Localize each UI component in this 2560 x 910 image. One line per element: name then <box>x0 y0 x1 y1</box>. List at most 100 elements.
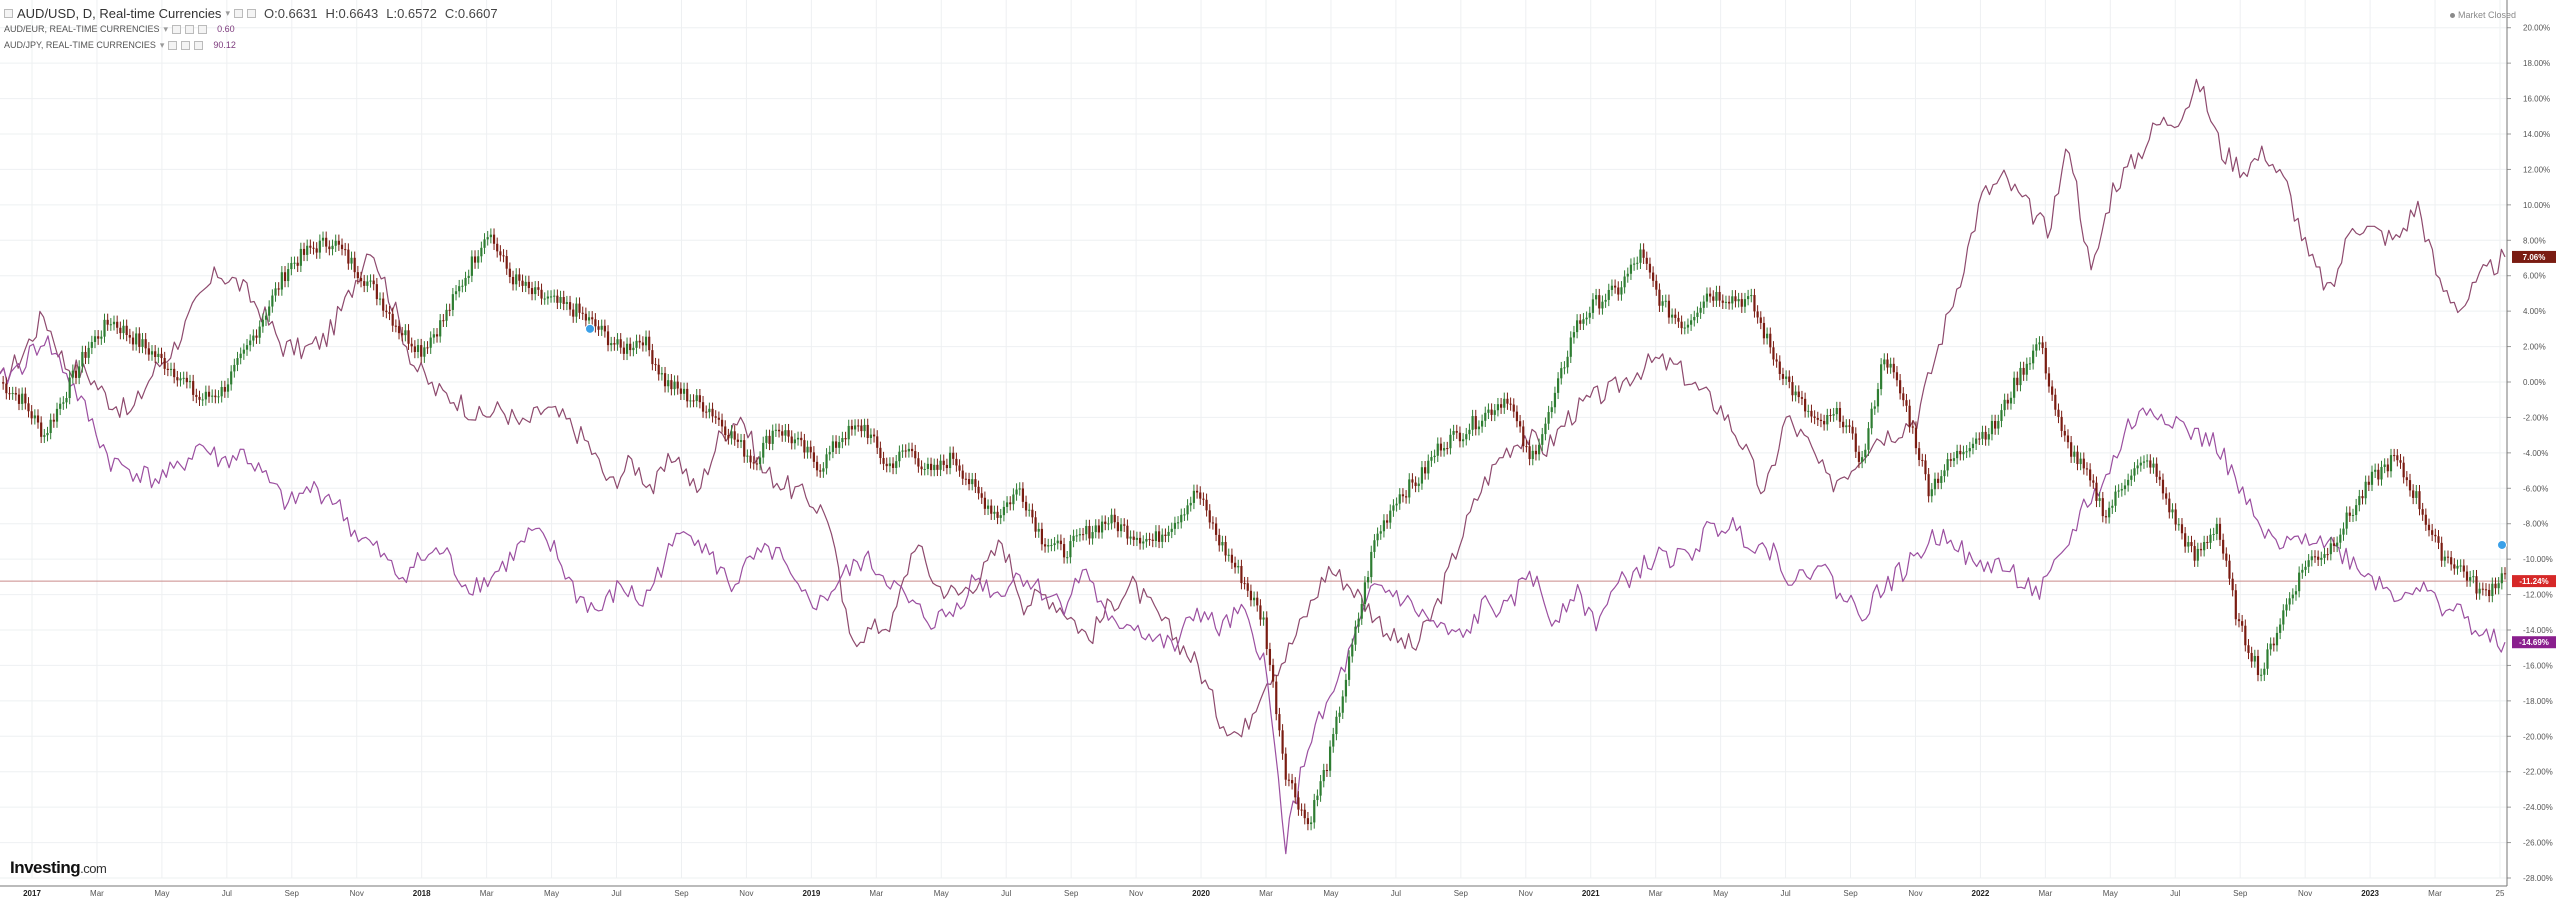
y-tick-label: 14.00% <box>2523 130 2550 139</box>
candle-body <box>1300 809 1303 811</box>
candle-body <box>1050 545 1053 547</box>
candle-body <box>2234 590 2237 620</box>
candle-body <box>43 435 46 437</box>
candle-body <box>635 340 638 348</box>
candle-body <box>1034 517 1037 532</box>
dropdown-caret-icon[interactable]: ▾ <box>163 24 169 34</box>
candle-body <box>2041 342 2044 348</box>
candle-body <box>1629 264 1633 274</box>
candle-body <box>1347 656 1351 680</box>
remove-icon[interactable] <box>246 9 256 18</box>
candle-body <box>939 460 942 470</box>
remove-icon[interactable] <box>194 41 204 50</box>
candle-body <box>1522 426 1525 447</box>
compare-label-aud-jpy[interactable]: AUD/JPY, REAL-TIME CURRENCIES <box>4 40 156 50</box>
candle-body <box>1164 534 1167 536</box>
candle-body <box>65 398 68 403</box>
candle-body <box>1924 460 1927 475</box>
y-tick-label: -6.00% <box>2523 484 2548 493</box>
candle-body <box>46 433 49 436</box>
candle-body <box>1797 391 1800 398</box>
candle-body <box>1943 470 1946 477</box>
candle-body <box>1477 426 1481 430</box>
dropdown-caret-icon[interactable]: ▾ <box>225 8 230 18</box>
candle-body <box>2127 479 2130 486</box>
candle-body <box>739 440 743 442</box>
collapse-legend-icon[interactable] <box>4 9 13 18</box>
candle-body <box>2171 509 2174 513</box>
settings-icon[interactable] <box>181 41 191 50</box>
candle-body <box>1126 525 1129 539</box>
candle-body <box>1411 479 1414 483</box>
candle-body <box>1110 514 1113 524</box>
brand-logo[interactable]: Investing.com <box>10 858 107 878</box>
candle-body <box>1591 299 1595 313</box>
legend-compare-row-aud-eur[interactable]: AUD/EUR, REAL-TIME CURRENCIES ▾ 0.60 <box>4 22 498 37</box>
candle-body <box>1588 312 1591 318</box>
candle-body <box>651 350 654 365</box>
candle-body <box>1826 415 1829 425</box>
compare-label-aud-eur[interactable]: AUD/EUR, REAL-TIME CURRENCIES <box>4 24 160 34</box>
candle-body <box>2114 491 2117 506</box>
candle-body <box>679 388 682 394</box>
remove-icon[interactable] <box>198 25 208 34</box>
candle-body <box>1186 505 1189 515</box>
settings-icon[interactable] <box>185 25 195 34</box>
candle-body <box>1363 582 1367 605</box>
candle-body <box>1284 753 1287 780</box>
candle-body <box>496 243 499 252</box>
candle-body <box>2247 645 2250 653</box>
candle-body <box>407 330 410 344</box>
candle-body <box>2070 442 2073 457</box>
candle-body <box>185 377 188 383</box>
candle-body <box>2009 397 2013 404</box>
candle-body <box>138 333 141 347</box>
compare-value-aud-jpy: 90.12 <box>213 40 236 50</box>
candle-body <box>2016 377 2019 386</box>
x-tick-label: Sep <box>2233 889 2248 898</box>
candle-body <box>1313 800 1316 823</box>
candle-body <box>11 393 14 395</box>
eye-icon[interactable] <box>168 41 178 50</box>
candle-body <box>302 248 306 255</box>
market-status-label: Market Closed <box>2457 10 2516 20</box>
candle-body <box>1956 450 1959 459</box>
candle-body <box>68 377 71 399</box>
candle-body <box>2443 556 2446 561</box>
candle-body <box>1414 482 1417 486</box>
legend-main-row[interactable]: AUD/USD, D, Real-time Currencies ▾ O:0.6… <box>4 6 498 21</box>
candle-body <box>451 294 454 310</box>
candle-body <box>762 442 765 458</box>
candle-body <box>1404 496 1408 498</box>
candle-body <box>990 505 993 514</box>
settings-icon[interactable] <box>233 9 243 18</box>
dropdown-caret-icon[interactable]: ▾ <box>159 40 165 50</box>
eye-icon[interactable] <box>172 25 182 34</box>
candle-body <box>1100 521 1104 533</box>
candle-body <box>287 269 290 282</box>
candle-body <box>1211 522 1215 524</box>
candle-body <box>641 342 644 346</box>
candle-body <box>746 455 749 457</box>
candle-body <box>309 245 312 248</box>
candle-body <box>182 377 185 379</box>
candle-body <box>1249 590 1253 601</box>
legend-compare-row-aud-jpy[interactable]: AUD/JPY, REAL-TIME CURRENCIES ▾ 90.12 <box>4 38 498 53</box>
candle-body <box>1376 533 1379 541</box>
candle-body <box>388 312 391 314</box>
candle-body <box>2101 498 2104 517</box>
candle-body <box>2475 576 2478 594</box>
candle-body <box>708 408 711 413</box>
candle-body <box>1949 459 1952 461</box>
main-symbol-label[interactable]: AUD/USD, D, Real-time Currencies <box>17 6 222 21</box>
candle-body <box>2348 512 2351 516</box>
candle-body <box>1170 528 1173 532</box>
status-dot-icon <box>2449 13 2455 19</box>
x-tick-label: Nov <box>739 889 753 898</box>
candle-body <box>844 437 847 440</box>
candle-body <box>613 343 616 345</box>
y-tick-label: 16.00% <box>2523 95 2550 104</box>
candle-body <box>2085 468 2089 470</box>
